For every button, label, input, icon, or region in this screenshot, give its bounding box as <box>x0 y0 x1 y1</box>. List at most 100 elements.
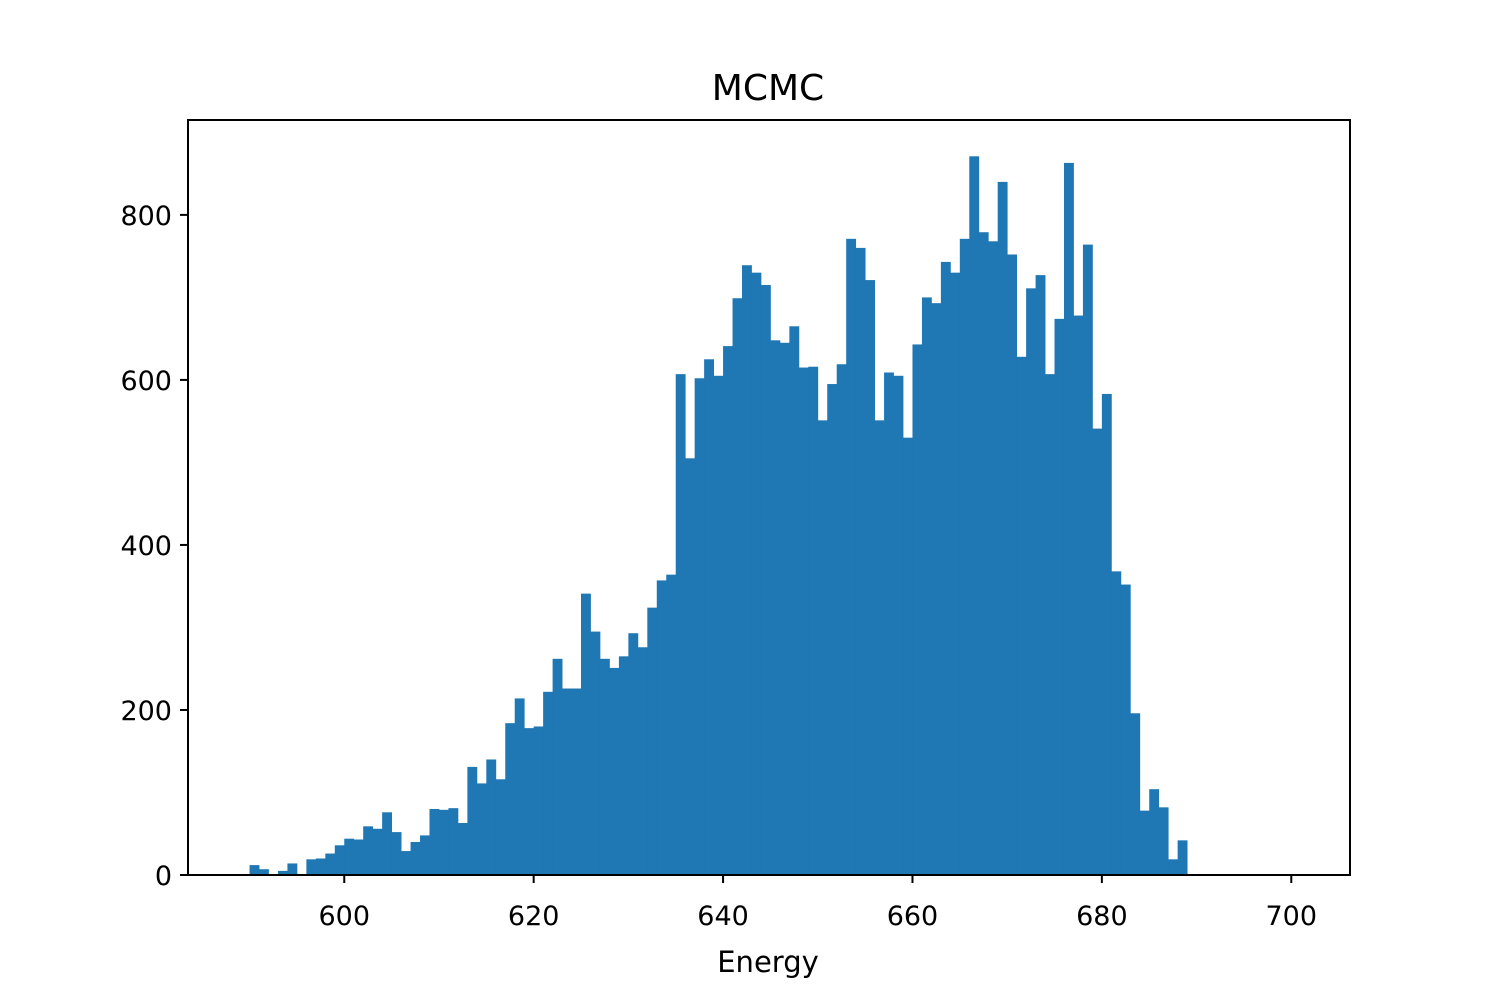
x-tick-label: 640 <box>697 901 749 932</box>
histogram-bar <box>533 726 544 875</box>
histogram-bar <box>382 812 393 875</box>
histogram-bar <box>1054 318 1065 875</box>
histogram-bar <box>997 181 1008 875</box>
histogram-bar <box>884 372 894 875</box>
histogram-bar <box>476 783 487 875</box>
histogram-bar <box>448 808 459 875</box>
histogram-bar <box>931 303 942 876</box>
histogram-bar <box>315 858 326 875</box>
histogram-bar <box>1026 288 1036 875</box>
y-tick-label: 600 <box>120 366 172 397</box>
histogram-bar <box>1149 789 1160 875</box>
y-tick-label: 800 <box>120 201 172 232</box>
histogram-bar <box>1168 859 1179 875</box>
histogram-bar <box>704 359 714 875</box>
plot-frame <box>187 119 1351 876</box>
histogram-bar <box>401 851 411 875</box>
histogram-bar <box>438 809 449 875</box>
histogram-bar <box>628 633 639 875</box>
x-axis-ticks: 600 620 640 660 680 700 <box>318 875 1317 932</box>
histogram-bar <box>846 238 857 875</box>
histogram-bar <box>865 280 875 875</box>
histogram-bar <box>760 285 771 875</box>
histogram-bar <box>723 346 733 876</box>
histogram-bar <box>656 580 667 875</box>
histogram-bar <box>1007 254 1018 876</box>
histogram-bar <box>1158 807 1169 875</box>
histogram-bar <box>1111 571 1122 875</box>
histogram-bar <box>940 261 951 876</box>
y-axis-ticks: 0 200 400 600 800 <box>120 201 188 892</box>
histogram-bar <box>827 384 838 875</box>
histogram-bar <box>391 832 402 875</box>
histogram-bar <box>855 247 866 875</box>
chart-title: MCMC <box>712 68 824 109</box>
histogram-bar <box>903 437 913 875</box>
histogram-bar <box>609 667 620 875</box>
histogram-bar <box>1120 584 1131 875</box>
histogram-bar <box>467 766 478 875</box>
histogram-bar <box>912 344 923 876</box>
histogram-bar <box>505 723 516 875</box>
histogram-bar <box>514 698 525 875</box>
histogram-bar <box>420 835 430 875</box>
histogram-bar <box>817 420 828 875</box>
histogram-bar <box>1130 713 1141 875</box>
histogram-bar <box>287 863 298 875</box>
histogram-bar <box>637 647 648 875</box>
histogram-bar <box>969 156 980 875</box>
histogram-bar <box>259 869 269 875</box>
histogram-bar <box>590 631 601 875</box>
histogram-bar <box>893 375 904 875</box>
histogram-bar <box>675 374 686 875</box>
histogram-bar <box>344 838 355 875</box>
histogram-bar <box>1035 275 1046 875</box>
histogram-bar <box>779 342 790 876</box>
histogram-bar <box>277 870 288 875</box>
histogram-bar <box>562 688 572 875</box>
x-tick-label: 680 <box>1076 901 1128 932</box>
histogram-bar <box>798 367 809 875</box>
histogram-bar <box>1092 428 1103 875</box>
histogram-bar <box>1139 810 1150 875</box>
histogram-bar <box>363 826 374 875</box>
histogram-bar <box>306 859 317 875</box>
histogram-bar <box>543 691 554 875</box>
histogram-bar <box>581 593 591 875</box>
histogram-bar <box>372 828 383 875</box>
histogram-bar <box>751 272 762 875</box>
histogram-bar <box>742 265 752 876</box>
histogram-bar <box>808 366 819 875</box>
histogram-bar <box>552 658 563 875</box>
histogram-bar <box>486 759 497 875</box>
bars-group <box>249 156 1188 876</box>
histogram-bar <box>685 458 696 875</box>
histogram-bar <box>1177 840 1188 875</box>
x-tick-label: 620 <box>508 901 560 932</box>
histogram-bar <box>1073 315 1084 875</box>
histogram-bar <box>495 779 506 875</box>
histogram-bar <box>353 839 364 875</box>
x-tick-label: 600 <box>318 901 370 932</box>
histogram-bar <box>1101 393 1112 875</box>
histogram-bar <box>599 658 610 875</box>
histogram-bar <box>959 238 970 875</box>
histogram-bar <box>457 823 468 875</box>
histogram-bar <box>618 656 629 875</box>
x-tick-label: 660 <box>887 901 939 932</box>
y-tick-label: 400 <box>120 531 172 562</box>
histogram-bar <box>524 728 535 875</box>
x-tick-label: 700 <box>1266 901 1318 932</box>
histogram-bar <box>978 232 989 876</box>
histogram-bar <box>429 808 440 875</box>
y-tick-label: 0 <box>155 861 172 892</box>
histogram-bar <box>874 420 885 875</box>
histogram-bar <box>1082 244 1093 875</box>
histogram-bar <box>732 298 743 876</box>
histogram-bar <box>647 607 658 875</box>
histogram-bar <box>410 841 421 875</box>
x-axis-label: Energy <box>717 945 819 979</box>
histogram-bar <box>713 375 724 875</box>
histogram-bar <box>988 241 999 876</box>
